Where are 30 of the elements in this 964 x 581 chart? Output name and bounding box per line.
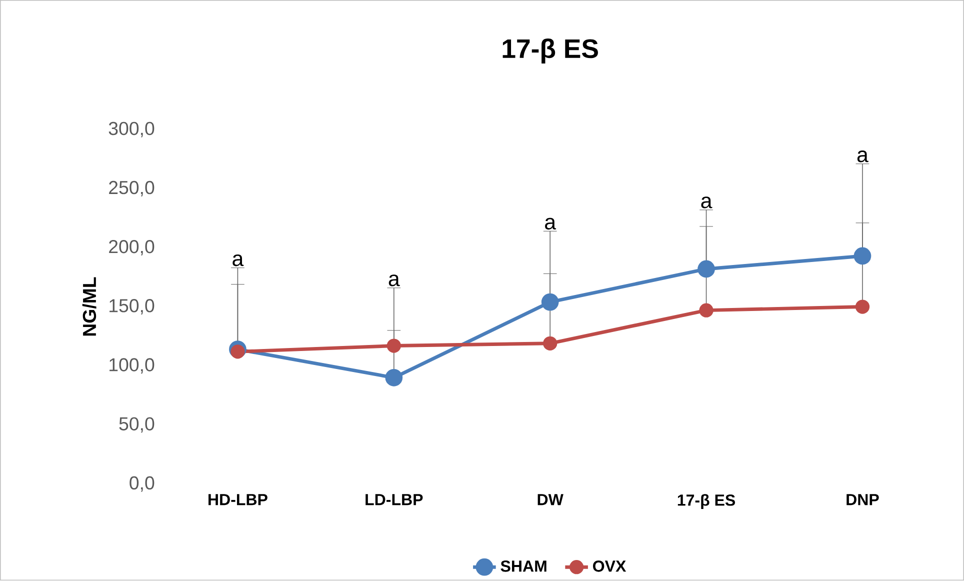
point: [698, 260, 715, 278]
point: [854, 248, 872, 265]
legend-label: SHAM: [500, 560, 546, 572]
y-tick-label: 50,0: [119, 417, 154, 433]
annotation: a: [232, 254, 244, 266]
x-tick-label: LD-LBP: [366, 494, 423, 506]
annotation: a: [388, 274, 400, 287]
point: [230, 344, 245, 359]
y-tick-label: 0,0: [130, 476, 154, 492]
point: [385, 369, 403, 387]
annotation: a: [701, 196, 712, 209]
annotation: a: [545, 218, 556, 230]
point: [855, 300, 870, 314]
point: [699, 303, 714, 318]
y-tick-label: 150,0: [110, 299, 154, 315]
x-tick-label: DNP: [846, 494, 879, 506]
point: [386, 338, 401, 354]
point: [543, 336, 558, 351]
y-tick-label: 200,0: [109, 240, 154, 256]
y-tick-label: 250,0: [109, 181, 154, 197]
x-tick-label: 17-β ES: [678, 494, 735, 510]
chart-title: 17-β ES: [502, 38, 598, 64]
y-tick-label: 300,0: [108, 122, 154, 138]
x-tick-label: DW: [538, 494, 564, 506]
annotation: a: [857, 150, 868, 162]
y-tick-label: 100,0: [110, 358, 154, 374]
point: [541, 294, 559, 311]
x-tick-label: HD-LBP: [208, 494, 268, 506]
y-axis-title: NG/ML: [82, 277, 96, 336]
legend-label: OVX: [593, 560, 626, 572]
